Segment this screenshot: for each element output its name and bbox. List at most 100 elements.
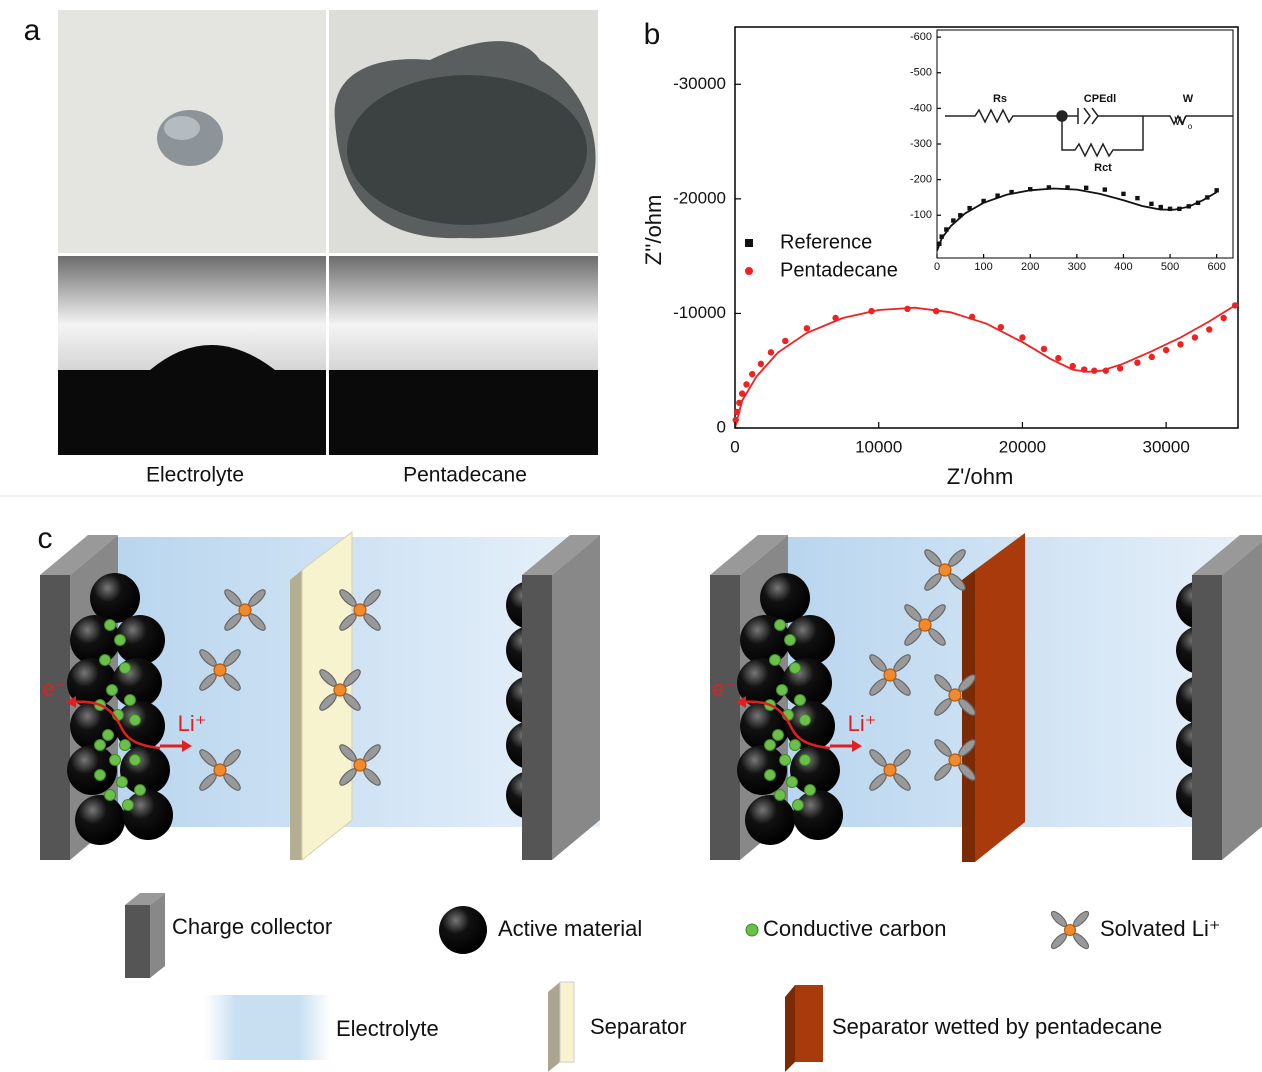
conductive-carbon [120,740,131,751]
x-tick-label: 400 [1114,261,1132,273]
x-tick-label: 300 [1068,261,1086,273]
conductive-carbon [130,755,141,766]
conductive-carbon [775,620,786,631]
conductive-carbon [95,770,106,781]
conductive-carbon [110,755,121,766]
circuit-label: Rct [1094,162,1112,174]
conductive-carbon [805,785,816,796]
conductive-carbon [780,755,791,766]
conductive-carbon [103,730,114,741]
diagram: e⁻ Li⁺ e⁻ Li⁺ [40,532,1262,862]
legend-label: Electrolyte [336,1016,439,1041]
x-tick-label: 30000 [1143,437,1190,456]
legend-label: Conductive carbon [763,916,946,941]
photo-panel: Electrolyte Pentadecane [58,10,598,487]
y-tick-label: 0 [717,417,726,436]
active-material [737,745,787,795]
conductive-carbon [790,740,801,751]
electron-label: e⁻ [42,676,66,701]
active-material [123,790,173,840]
legend-marker [745,267,753,275]
diagram-legend: Charge collector Active material Conduct… [125,893,1220,1072]
charge-collector [552,535,600,860]
conductive-carbon [107,685,118,696]
x-tick-label: 10000 [855,437,902,456]
photo-label: Electrolyte [146,464,244,487]
legend-label: Separator [590,1014,687,1039]
data-point [1206,326,1212,332]
conductive-carbon [800,755,811,766]
li-label: Li⁺ [848,711,877,736]
data-point [1103,187,1107,191]
active-material [745,795,795,845]
conductive-carbon [787,777,798,788]
electron-label: e⁻ [712,676,736,701]
conductive-carbon [777,685,788,696]
li-label: Li⁺ [178,711,207,736]
conductive-carbon [105,790,116,801]
active-material [112,658,162,708]
separator [975,533,1025,862]
conductive-carbon [130,715,141,726]
y-tick-label: -500 [910,67,932,79]
active-material [67,745,117,795]
charge-collector [1222,535,1262,860]
legend-label: Active material [498,916,642,941]
y-tick-label: -100 [910,209,932,221]
active-material [75,795,125,845]
legend-label: Charge collector [172,914,332,939]
photo-label: Pentadecane [403,464,527,487]
y-tick-label: -300 [910,138,932,150]
charge-collector [522,575,552,860]
x-tick-label: 600 [1208,261,1226,273]
data-point [782,338,788,344]
charge-collector [40,575,70,860]
y-axis-title: Z''/ohm [641,195,666,266]
x-tick-label: 500 [1161,261,1179,273]
active-material [793,790,843,840]
data-point [1220,315,1226,321]
figure: Electrolyte Pentadecane a b c Z'/ohm Z''… [0,0,1262,1072]
data-point [1192,334,1198,340]
data-point [758,361,764,367]
conductive-carbon [795,695,806,706]
data-point [1134,359,1140,365]
warburg-sub: o [1188,122,1193,131]
data-point [1163,347,1169,353]
x-tick-label: 20000 [999,437,1046,456]
conductive-carbon [135,785,146,796]
data-point [1041,346,1047,352]
circuit-label: CPEdl [1084,93,1116,105]
conductive-carbon [775,790,786,801]
conductive-carbon [123,800,134,811]
separator [962,570,975,862]
conductive-carbon [100,655,111,666]
legend-label: Reference [780,231,872,253]
conductive-carbon [800,715,811,726]
data-point [1214,188,1218,192]
x-tick-label: 0 [934,261,940,273]
conductive-carbon [120,663,131,674]
legend-label: Pentadecane [780,259,898,281]
y-tick-label: -400 [910,102,932,114]
conductive-carbon [115,635,126,646]
data-point [1135,196,1139,200]
x-axis-title: Z'/ohm [947,464,1014,489]
conductive-carbon [773,730,784,741]
legend-marker [745,239,753,247]
y-tick-label: -600 [910,31,932,43]
data-point [1177,341,1183,347]
data-point [1149,354,1155,360]
x-tick-label: 200 [1021,261,1039,273]
x-tick-label: 100 [974,261,992,273]
data-point [1055,355,1061,361]
conductive-carbon [793,800,804,811]
conductive-carbon [117,777,128,788]
conductive-carbon [790,663,801,674]
y-tick-label: -10000 [673,303,726,322]
conductive-carbon [770,655,781,666]
panel-label: a [24,14,41,47]
conductive-carbon [125,695,136,706]
inset-frame [937,30,1233,258]
data-point [1084,186,1088,190]
